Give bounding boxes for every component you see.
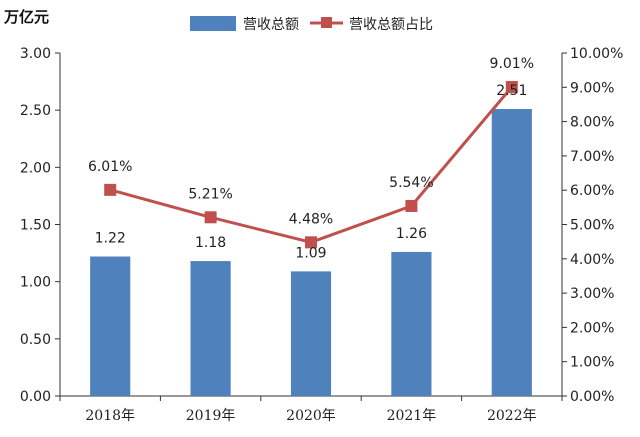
y-tick-label-right: 1.00% bbox=[570, 355, 614, 371]
plot-area: 0.00 0.50 1.00 1.50 2.00 2.50 3.00 0.00% 1.00% 2.… bbox=[20, 46, 624, 424]
y-tick-label-left: 0.50 bbox=[20, 332, 51, 348]
x-tick-label: 2021年 bbox=[387, 408, 437, 424]
x-tick-label: 2022年 bbox=[487, 408, 537, 424]
legend-line-label: 营收总额占比 bbox=[349, 17, 433, 33]
line-data-label: 5.54% bbox=[389, 175, 433, 191]
x-tick-label: 2020年 bbox=[286, 408, 336, 424]
line-data-label: 4.48% bbox=[289, 211, 333, 227]
bar-data-label: 1.26 bbox=[396, 226, 427, 242]
legend-bar-swatch bbox=[190, 16, 236, 31]
y-tick-label-left: 3.00 bbox=[20, 46, 51, 62]
bar bbox=[290, 271, 332, 396]
y-tick-label-right: 7.00% bbox=[570, 149, 614, 165]
y-tick-label-right: 4.00% bbox=[570, 252, 614, 268]
y-tick-label-right: 0.00% bbox=[570, 389, 614, 405]
y-tick-label-right: 2.00% bbox=[570, 320, 614, 336]
bar-data-label: 1.09 bbox=[295, 245, 326, 261]
legend-bar-label: 营收总额 bbox=[243, 17, 299, 33]
line-marker bbox=[204, 211, 217, 224]
y-axis-unit-label: 万亿元 bbox=[3, 8, 49, 26]
y-tick-label-right: 5.00% bbox=[570, 218, 614, 234]
bar bbox=[190, 261, 231, 396]
legend-line-marker bbox=[321, 17, 332, 28]
bar bbox=[391, 251, 432, 396]
line-marker bbox=[405, 199, 418, 212]
y-tick-label-left: 1.00 bbox=[20, 275, 51, 291]
y-tick-label-left: 0.00 bbox=[20, 389, 51, 405]
y-tick-label-left: 2.00 bbox=[20, 160, 51, 176]
line-data-label: 9.01% bbox=[490, 56, 534, 72]
y-tick-label-right: 9.00% bbox=[570, 80, 614, 96]
legend: 营收总额 营收总额占比 bbox=[190, 16, 433, 33]
y-tick-label-right: 8.00% bbox=[570, 115, 614, 131]
y-tick-label-left: 1.50 bbox=[20, 218, 51, 234]
bar-data-label: 2.51 bbox=[496, 83, 527, 99]
line-marker bbox=[104, 183, 117, 196]
y-tick-label-right: 10.00% bbox=[570, 46, 623, 62]
line-marker bbox=[305, 236, 317, 249]
bar-data-label: 1.22 bbox=[95, 231, 126, 247]
bar bbox=[491, 109, 532, 397]
y-tick-label-right: 3.00% bbox=[570, 286, 614, 302]
y-tick-label-right: 6.00% bbox=[570, 183, 614, 199]
line-data-label: 6.01% bbox=[88, 159, 132, 175]
x-tick-label: 2019年 bbox=[186, 408, 236, 424]
bar bbox=[90, 256, 131, 396]
x-tick-label: 2018年 bbox=[85, 408, 135, 424]
line-marker bbox=[505, 80, 518, 93]
bar-data-label: 1.18 bbox=[195, 235, 226, 251]
y-tick-label-left: 2.50 bbox=[20, 103, 51, 119]
line-data-label: 5.21% bbox=[188, 186, 232, 202]
